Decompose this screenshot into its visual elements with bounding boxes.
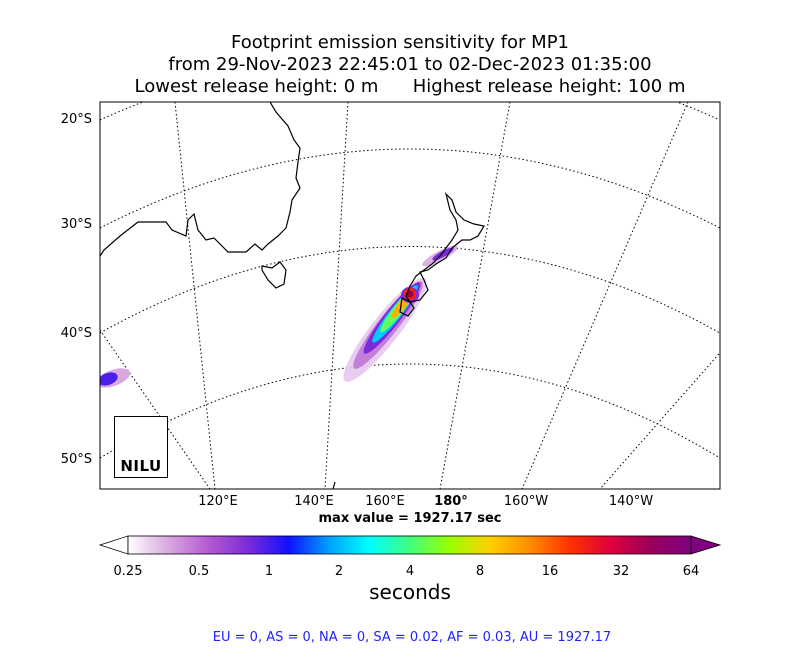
- colorbar-tick-label: 4: [405, 564, 415, 579]
- nilu-logo: NILU: [114, 416, 168, 478]
- colorbar: [98, 535, 722, 555]
- lat-label-40s: 40°S: [60, 326, 92, 341]
- colorbar-tick-label: 0.5: [188, 564, 210, 579]
- lon-label-140w: 140°W: [608, 494, 654, 509]
- lon-label-180: 180°: [434, 494, 468, 509]
- coastlines: [100, 102, 485, 489]
- lon-label-160w: 160°W: [503, 494, 549, 509]
- lon-label-120e: 120°E: [198, 494, 238, 509]
- title-line-1: Footprint emission sensitivity for MP1: [230, 32, 569, 53]
- regional-values: EU = 0, AS = 0, NA = 0, SA = 0.02, AF = …: [212, 630, 612, 645]
- colorbar-tick-label: 64: [682, 564, 700, 579]
- colorbar-tick-label: 16: [541, 564, 559, 579]
- colorbar-tick-label: 1: [264, 564, 274, 579]
- colorbar-body: [127, 535, 692, 555]
- map-frame: [99, 101, 721, 490]
- longitude-gridlines: [100, 102, 720, 489]
- latitude-gridlines: [100, 102, 720, 459]
- lon-label-140e: 140°E: [294, 494, 334, 509]
- title-line-3: Lowest release height: 0 m Highest relea…: [134, 76, 686, 97]
- colorbar-min-extension: [98, 535, 129, 555]
- max-value-label: max value = 1927.17 sec: [318, 511, 502, 526]
- colorbar-max-extension: [690, 535, 722, 555]
- colorbar-tick-label: 0.25: [113, 564, 143, 579]
- lat-label-30s: 30°S: [60, 217, 92, 232]
- colorbar-tick-label: 2: [334, 564, 344, 579]
- colorbar-tick-label: 32: [612, 564, 630, 579]
- nilu-logo-text: NILU: [120, 457, 162, 475]
- lat-label-50s: 50°S: [60, 452, 92, 467]
- colorbar-tick-label: 8: [475, 564, 485, 579]
- lat-label-20s: 20°S: [60, 112, 92, 127]
- title-line-2: from 29-Nov-2023 22:45:01 to 02-Dec-2023…: [168, 54, 652, 75]
- lon-label-160e: 160°E: [365, 494, 405, 509]
- colorbar-unit-label: seconds: [369, 580, 451, 604]
